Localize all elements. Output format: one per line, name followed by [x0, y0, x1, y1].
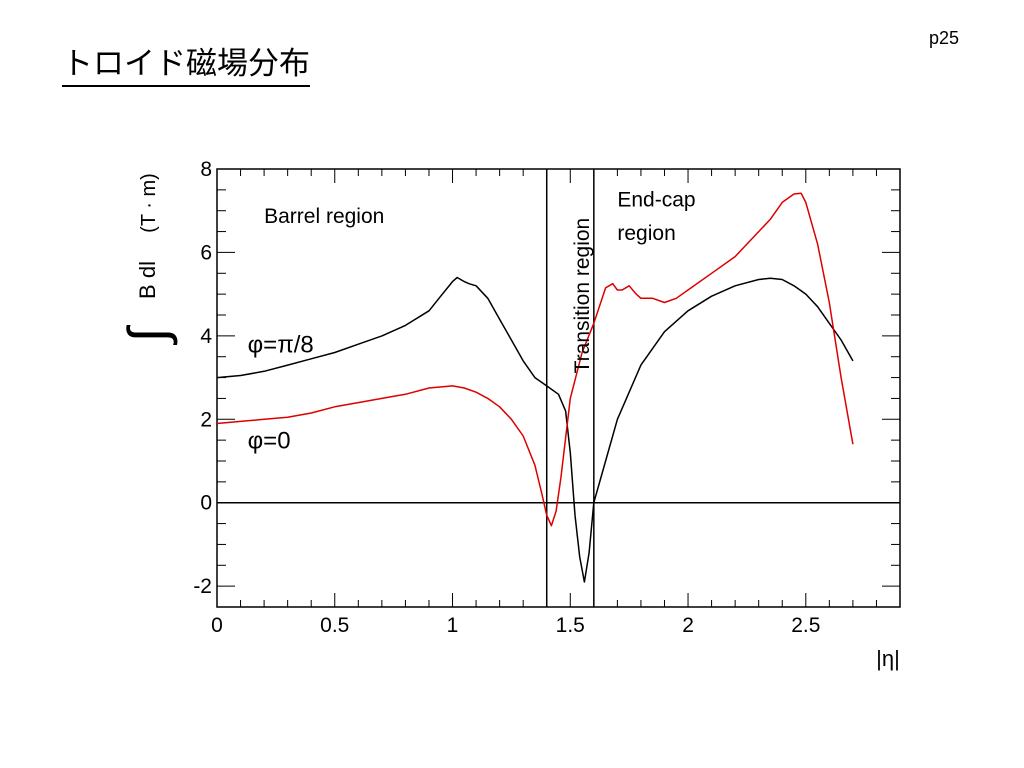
y-tick-label: -2: [193, 575, 212, 598]
series-label-2: φ=0: [248, 427, 291, 454]
x-axis-title: |η|: [876, 646, 900, 671]
plot-frame: [216, 168, 901, 608]
x-tick-label: 0.5: [320, 614, 349, 637]
y-axis-title-text: B dl: [135, 261, 160, 299]
x-tick-label: 1: [447, 614, 459, 637]
y-axis-unit: (T · m): [138, 173, 160, 233]
region-label-group: Transition region: [571, 218, 594, 374]
y-axis-title: ∫ B dl (T · m): [118, 173, 178, 345]
region-label-4: region: [617, 222, 675, 245]
x-tick-label: 1.5: [556, 614, 585, 637]
y-tick-label: 4: [200, 325, 212, 348]
y-tick-label: 0: [200, 492, 212, 515]
y-axis-integral-sign: ∫: [118, 324, 178, 345]
page-number: p25: [929, 28, 960, 48]
y-tick-label: 2: [200, 408, 212, 431]
x-tick-label: 0: [211, 614, 223, 637]
slide-title: トロイド磁場分布: [62, 38, 310, 87]
series-label-1: φ=π/8: [248, 332, 314, 359]
y-tick-label: 6: [200, 241, 212, 264]
x-tick-label: 2.5: [791, 614, 820, 637]
region-label-3: End-cap: [617, 189, 695, 212]
region-label-1: Barrel region: [264, 205, 384, 228]
y-tick-label: 8: [200, 158, 212, 181]
x-tick-label: 2: [682, 614, 694, 637]
region-label-2: Transition region: [571, 218, 594, 374]
series-line-1: [216, 276, 854, 583]
series-line-2: [216, 192, 854, 527]
